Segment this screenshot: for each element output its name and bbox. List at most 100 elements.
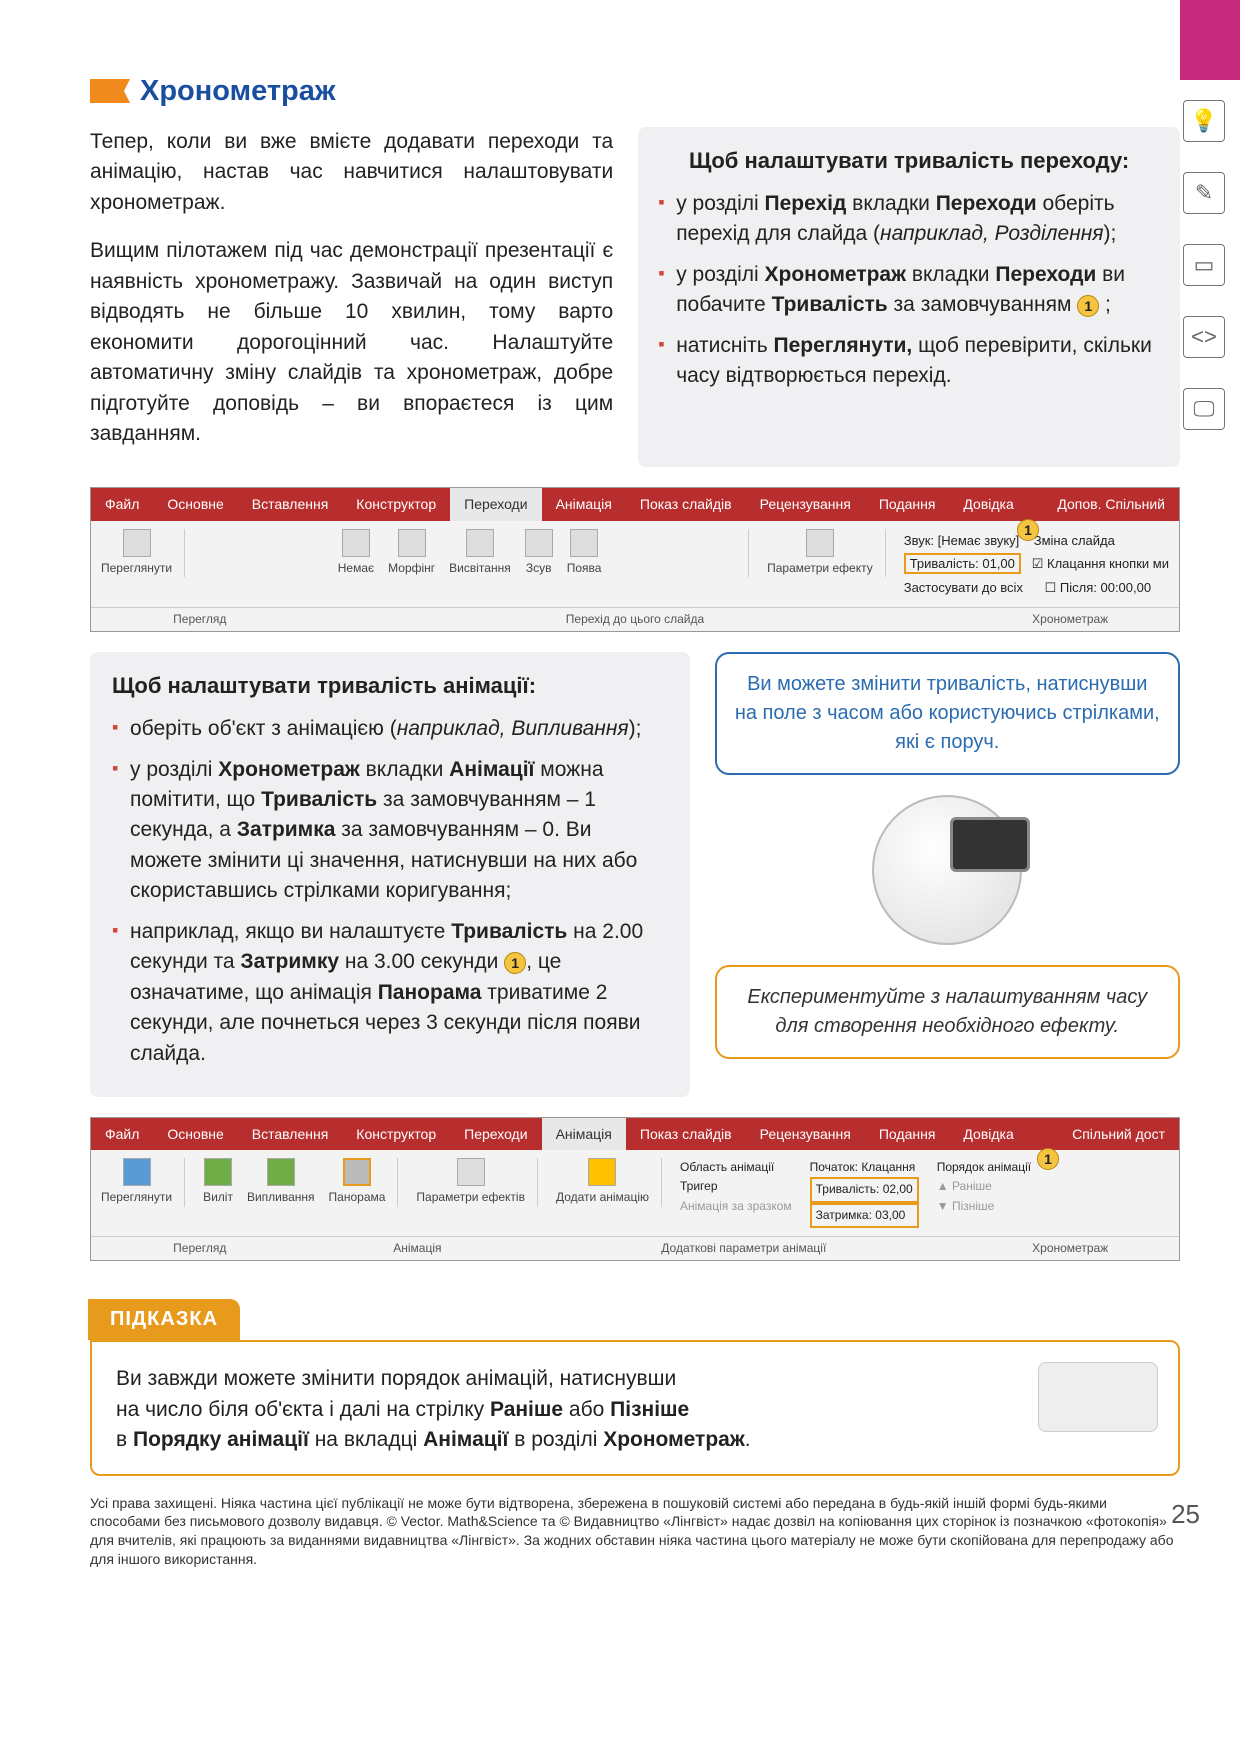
tab-animation[interactable]: Анімація xyxy=(542,1118,626,1150)
preview-star-icon xyxy=(123,1158,151,1186)
effect-options-icon xyxy=(806,529,834,557)
animation-pane-button[interactable]: Область анімації xyxy=(680,1160,774,1174)
tab-file[interactable]: Файл xyxy=(91,1118,153,1150)
reorder-label: Порядок анімації xyxy=(937,1158,1031,1177)
preview-button[interactable]: Переглянути xyxy=(101,529,172,577)
timing-controls: Звук: [Немає звуку] Зміна слайда Тривалі… xyxy=(904,529,1169,599)
anim-item-2: у розділі Хронометраж вкладки Анімації м… xyxy=(112,755,668,907)
tab-animation[interactable]: Анімація xyxy=(542,488,626,520)
tip-bubble-1: Ви можете змінити тривалість, натиснувши… xyxy=(715,652,1181,775)
star-icon xyxy=(267,1158,295,1186)
section-heading: Хронометраж xyxy=(90,70,1180,112)
transitions-ribbon: Файл Основне Вставлення Конструктор Пере… xyxy=(90,487,1180,632)
hint-label: ПІДКАЗКА xyxy=(88,1299,240,1340)
effect-options-icon xyxy=(457,1158,485,1186)
intro-p1: Тепер, коли ви вже вмієте додавати перех… xyxy=(90,127,613,218)
transition-fade[interactable]: Висвітання xyxy=(449,529,511,577)
tab-home[interactable]: Основне xyxy=(153,1118,237,1150)
transition-appear[interactable]: Поява xyxy=(567,529,602,577)
appear-icon xyxy=(570,529,598,557)
animations-ribbon: Файл Основне Вставлення Конструктор Пере… xyxy=(90,1117,1180,1261)
duration-box-title: Щоб налаштувати тривалість переходу: xyxy=(658,145,1160,177)
marker-1-icon: 1 xyxy=(1037,1148,1059,1170)
effect-options-button[interactable]: Параметри ефектів xyxy=(416,1158,525,1206)
duration-item-1: у розділі Перехід вкладки Переходи обері… xyxy=(658,189,1160,250)
fade-icon xyxy=(466,529,494,557)
duration-field[interactable]: 01,00 xyxy=(982,556,1015,571)
tip-bubble-2: Експериментуйте з налаштуванням часу для… xyxy=(715,965,1181,1059)
none-icon xyxy=(342,529,370,557)
animation-duration-box: Щоб налаштувати тривалість анімації: обе… xyxy=(90,652,690,1097)
animation-painter[interactable]: Анімація за зразком xyxy=(680,1199,792,1213)
delay-field[interactable]: 03,00 xyxy=(875,1208,905,1222)
star-icon xyxy=(343,1158,371,1186)
anim-item-3: наприклад, якщо ви налаштуєте Тривалість… xyxy=(112,917,668,1069)
tab-home[interactable]: Основне xyxy=(153,488,237,520)
transition-none[interactable]: Немає xyxy=(338,529,374,577)
tab-review[interactable]: Рецензування xyxy=(746,488,865,520)
tab-file[interactable]: Файл xyxy=(91,488,153,520)
tab-transitions[interactable]: Переходи xyxy=(450,1118,541,1150)
anim-panorama[interactable]: Панорама xyxy=(329,1158,386,1206)
apply-all-button[interactable]: Застосувати до всіх xyxy=(904,580,1023,595)
hint-line-3: в Порядку анімації на вкладці Анімації в… xyxy=(116,1425,1154,1455)
group-timing: Хронометраж xyxy=(961,1237,1179,1260)
preview-group: Переглянути xyxy=(101,529,185,577)
after-field[interactable]: 00:00,00 xyxy=(1100,580,1151,595)
robot-screen-icon xyxy=(950,817,1030,872)
group-transition: Перехід до цього слайда xyxy=(309,608,962,631)
tab-slideshow[interactable]: Показ слайдів xyxy=(626,1118,746,1150)
start-field[interactable]: Клацання xyxy=(861,1160,915,1174)
effect-options-group: Параметри ефекту xyxy=(767,529,886,577)
tab-view[interactable]: Подання xyxy=(865,488,950,520)
tab-design[interactable]: Конструктор xyxy=(342,488,450,520)
page-number: 25 xyxy=(1171,1496,1200,1534)
tab-share[interactable]: Спільний дост xyxy=(1058,1118,1179,1150)
marker-1-icon: 1 xyxy=(1077,295,1099,317)
hint-box: Ви завжди можете змінити порядок анімаці… xyxy=(90,1340,1180,1475)
marker-1-icon: 1 xyxy=(1017,519,1039,541)
move-earlier-button[interactable]: Раніше xyxy=(952,1179,992,1193)
preview-icon xyxy=(123,529,151,557)
tab-help[interactable]: Довідка xyxy=(949,1118,1027,1150)
transition-push[interactable]: Зсув xyxy=(525,529,553,577)
duration-field[interactable]: 02,00 xyxy=(883,1182,913,1196)
section-title: Хронометраж xyxy=(140,70,335,112)
hint-line-2: на число біля об'єкта і далі на стрілку … xyxy=(116,1395,1154,1425)
push-icon xyxy=(525,529,553,557)
duration-box: Щоб налаштувати тривалість переходу: у р… xyxy=(638,127,1180,467)
tab-view[interactable]: Подання xyxy=(865,1118,950,1150)
group-advanced: Додаткові параметри анімації xyxy=(526,1237,961,1260)
group-timing: Хронометраж xyxy=(961,608,1179,631)
tab-review[interactable]: Рецензування xyxy=(746,1118,865,1150)
robot-illustration xyxy=(872,795,1022,945)
intro-column: Тепер, коли ви вже вмієте додавати перех… xyxy=(90,127,613,467)
morph-icon xyxy=(398,529,426,557)
add-animation-button[interactable]: Додати анімацію xyxy=(556,1158,649,1206)
tab-insert[interactable]: Вставлення xyxy=(238,488,343,520)
effect-options-button[interactable]: Параметри ефекту xyxy=(767,529,873,577)
move-later-button[interactable]: Пізніше xyxy=(952,1199,994,1213)
flag-icon xyxy=(90,79,130,103)
group-preview: Перегляд xyxy=(91,1237,309,1260)
duration-item-2: у розділі Хронометраж вкладки Переходи в… xyxy=(658,260,1160,321)
tab-insert[interactable]: Вставлення xyxy=(238,1118,343,1150)
transition-morph[interactable]: Морфінг xyxy=(388,529,435,577)
tab-share[interactable]: Допов. Спільний xyxy=(1043,488,1179,520)
ribbon-tabs: Файл Основне Вставлення Конструктор Пере… xyxy=(91,488,1179,520)
group-animation: Анімація xyxy=(309,1237,527,1260)
marker-1-icon: 1 xyxy=(504,952,526,974)
group-preview: Перегляд xyxy=(91,608,309,631)
add-star-icon xyxy=(588,1158,616,1186)
tab-help[interactable]: Довідка xyxy=(949,488,1027,520)
tab-transitions[interactable]: Переходи xyxy=(450,488,541,520)
anim-fly-in[interactable]: Виліт xyxy=(203,1158,233,1206)
preview-button[interactable]: Переглянути xyxy=(101,1158,172,1206)
transitions-gallery: Немає Морфінг Висвітання Зсув Поява xyxy=(203,529,749,577)
hint-illustration xyxy=(1038,1362,1158,1432)
trigger-button[interactable]: Тригер xyxy=(680,1179,718,1193)
tab-design[interactable]: Конструктор xyxy=(342,1118,450,1150)
copyright-text: Усі права захищені. Ніяка частина цієї п… xyxy=(90,1494,1180,1570)
anim-float-in[interactable]: Випливання xyxy=(247,1158,315,1206)
tab-slideshow[interactable]: Показ слайдів xyxy=(626,488,746,520)
